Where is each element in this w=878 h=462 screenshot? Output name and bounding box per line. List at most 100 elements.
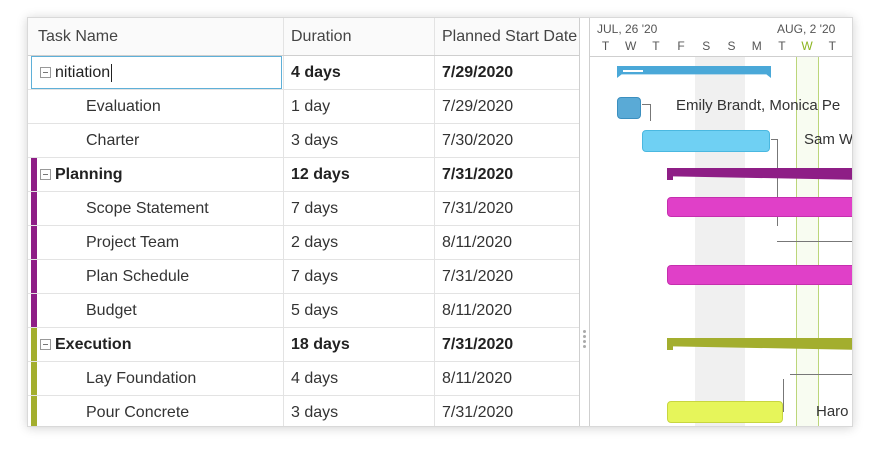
planned-start-cell[interactable]: 7/30/2020: [434, 124, 579, 157]
task-name-cell[interactable]: Scope Statement: [28, 192, 283, 225]
resource-label: Emily Brandt, Monica Pe: [676, 97, 841, 114]
task-name-text: Execution: [55, 335, 132, 353]
duration-cell[interactable]: 12 days: [283, 158, 434, 191]
task-name-cell[interactable]: Lay Foundation: [28, 362, 283, 395]
planned-start-cell[interactable]: 7/31/2020: [434, 192, 579, 225]
task-bar-pour-concrete[interactable]: [667, 401, 783, 423]
day-label: T: [778, 39, 786, 53]
splitter-grip-icon: [583, 330, 586, 350]
table-row[interactable]: Execution 18 days 7/31/2020: [28, 328, 579, 362]
table-row[interactable]: Charter 3 days 7/30/2020: [28, 124, 579, 158]
group-color-stripe: [31, 260, 37, 293]
gantt-control: Task Name Duration Planned Start Date ni…: [27, 17, 853, 427]
task-name-cell[interactable]: Planning: [28, 158, 283, 191]
grid-header: Task Name Duration Planned Start Date: [28, 18, 579, 56]
table-row[interactable]: Lay Foundation 4 days 8/11/2020: [28, 362, 579, 396]
gantt-chart: Emily Brandt, Monica Pe Sam W Haro JUL, 26…: [590, 18, 853, 426]
summary-bar-planning[interactable]: [667, 168, 852, 180]
week-label: JUL, 26 '20: [597, 22, 658, 36]
duration-cell[interactable]: 3 days: [283, 396, 434, 426]
column-header-task-name[interactable]: Task Name: [38, 27, 119, 45]
planned-start-cell[interactable]: 8/11/2020: [434, 362, 579, 395]
timeline-header: JUL, 26 '20 AUG, 2 '20 T W T F S S M T W T: [590, 18, 852, 57]
table-row[interactable]: Evaluation 1 day 7/29/2020: [28, 90, 579, 124]
column-header-duration[interactable]: Duration: [283, 18, 434, 55]
planned-start-cell[interactable]: 7/31/2020: [434, 328, 579, 361]
table-row[interactable]: Project Team 2 days 8/11/2020: [28, 226, 579, 260]
task-name-cell[interactable]: Charter: [28, 124, 283, 157]
day-label: F: [677, 39, 685, 53]
task-bar-scope-statement[interactable]: [667, 197, 852, 217]
dependency-link: [790, 374, 852, 376]
duration-cell[interactable]: 5 days: [283, 294, 434, 327]
group-color-stripe: [31, 226, 37, 259]
task-name-cell[interactable]: Evaluation: [28, 90, 283, 123]
column-header-planned-start[interactable]: Planned Start Date: [434, 18, 579, 55]
table-row[interactable]: Pour Concrete 3 days 7/31/2020: [28, 396, 579, 426]
weekend-shading: [694, 56, 746, 426]
task-name-text: Lay Foundation: [86, 369, 197, 387]
task-grid: Task Name Duration Planned Start Date ni…: [28, 18, 579, 426]
task-name-cell[interactable]: Plan Schedule: [28, 260, 283, 293]
group-color-stripe: [31, 328, 37, 361]
duration-cell[interactable]: 7 days: [283, 260, 434, 293]
table-row[interactable]: Budget 5 days 8/11/2020: [28, 294, 579, 328]
collapse-toggle-icon[interactable]: [40, 339, 51, 350]
task-bar-charter[interactable]: [642, 130, 770, 152]
dependency-link: [642, 104, 651, 121]
week-label: AUG, 2 '20: [777, 22, 836, 36]
planned-start-cell[interactable]: 7/31/2020: [434, 260, 579, 293]
duration-cell[interactable]: 4 days: [283, 362, 434, 395]
planned-start-cell[interactable]: 8/11/2020: [434, 294, 579, 327]
today-marker: [795, 38, 819, 426]
group-color-stripe: [31, 294, 37, 327]
task-name-text: Scope Statement: [86, 199, 209, 217]
table-row[interactable]: nitiation 4 days 7/29/2020: [28, 56, 579, 90]
duration-cell[interactable]: 7 days: [283, 192, 434, 225]
task-name-cell[interactable]: nitiation: [28, 56, 283, 89]
pane-splitter[interactable]: [579, 18, 590, 426]
group-color-stripe: [31, 362, 37, 395]
duration-cell[interactable]: 1 day: [283, 90, 434, 123]
resource-label: Sam W: [804, 131, 853, 148]
group-color-stripe: [31, 396, 37, 426]
text-caret: [111, 63, 113, 82]
day-label: S: [702, 39, 711, 53]
task-name-text: Charter: [86, 131, 140, 149]
task-name-text: nitiation: [55, 63, 111, 81]
task-name-cell[interactable]: Project Team: [28, 226, 283, 259]
task-bar-plan-schedule[interactable]: [667, 265, 852, 285]
task-name-text: Evaluation: [86, 97, 161, 115]
planned-start-cell[interactable]: 7/31/2020: [434, 158, 579, 191]
planned-start-cell[interactable]: 7/29/2020: [434, 90, 579, 123]
task-bar-evaluation[interactable]: [617, 97, 641, 119]
table-row[interactable]: Plan Schedule 7 days 7/31/2020: [28, 260, 579, 294]
group-color-stripe: [31, 192, 37, 225]
duration-cell[interactable]: 4 days: [283, 56, 434, 89]
day-label: S: [727, 39, 736, 53]
duration-cell[interactable]: 3 days: [283, 124, 434, 157]
table-row[interactable]: Planning 12 days 7/31/2020: [28, 158, 579, 192]
duration-cell[interactable]: 18 days: [283, 328, 434, 361]
planned-start-cell[interactable]: 8/11/2020: [434, 226, 579, 259]
table-row[interactable]: Scope Statement 7 days 7/31/2020: [28, 192, 579, 226]
day-label: W: [625, 39, 637, 53]
resource-label: Haro: [816, 403, 849, 420]
day-label: T: [828, 39, 836, 53]
task-name-text: Budget: [86, 301, 137, 319]
day-label: T: [601, 39, 610, 53]
task-name-cell[interactable]: Pour Concrete: [28, 396, 283, 426]
summary-bar-execution[interactable]: [667, 338, 852, 350]
task-name-cell[interactable]: Budget: [28, 294, 283, 327]
group-color-stripe: [31, 158, 37, 191]
planned-start-cell[interactable]: 7/29/2020: [434, 56, 579, 89]
day-label: M: [751, 39, 762, 53]
task-name-cell[interactable]: Execution: [28, 328, 283, 361]
task-name-text: Pour Concrete: [86, 403, 190, 421]
cell-editor[interactable]: [31, 56, 282, 89]
task-name-text: Plan Schedule: [86, 267, 190, 285]
planned-start-cell[interactable]: 7/31/2020: [434, 396, 579, 426]
collapse-toggle-icon[interactable]: [40, 67, 51, 78]
collapse-toggle-icon[interactable]: [40, 169, 51, 180]
duration-cell[interactable]: 2 days: [283, 226, 434, 259]
